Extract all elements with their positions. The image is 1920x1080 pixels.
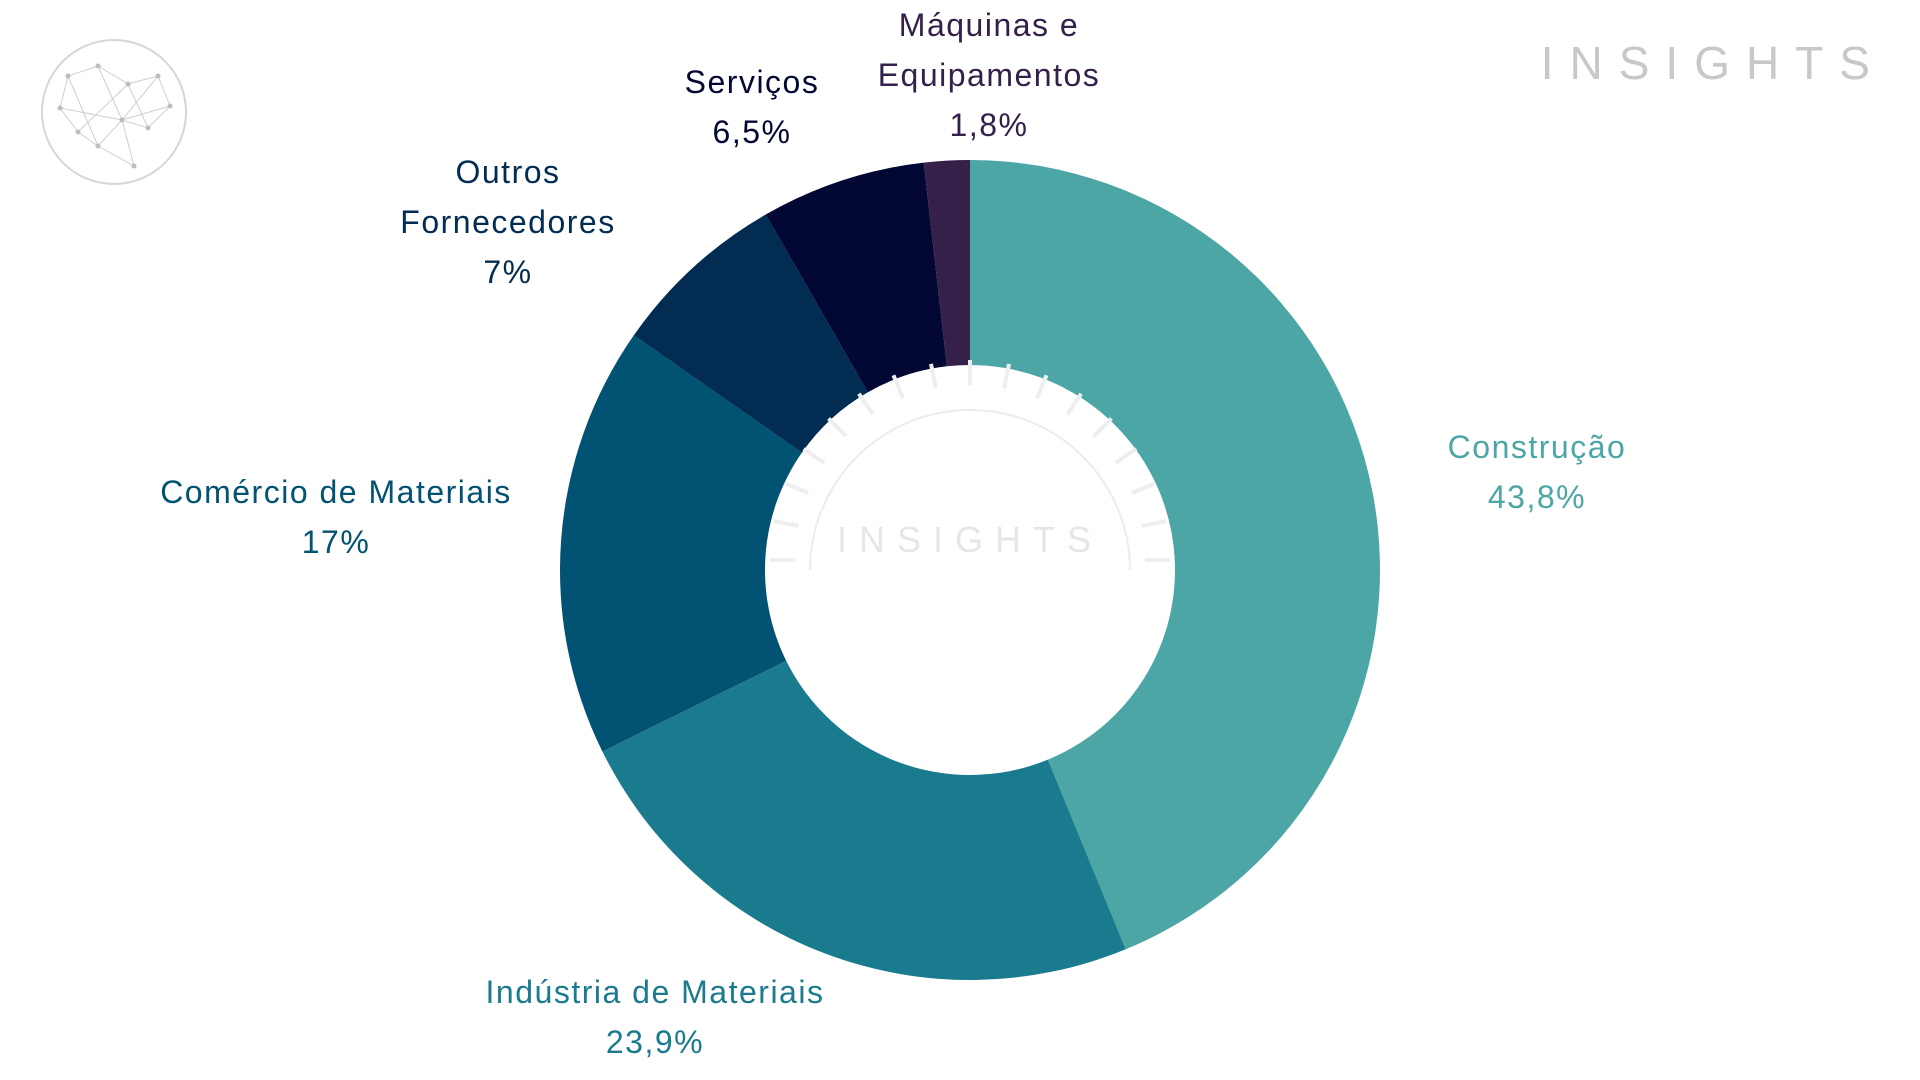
label-outros-name: Outros	[455, 154, 560, 190]
label-comercio-value: 17%	[302, 524, 371, 560]
label-outros: Outros Fornecedores 7%	[400, 154, 615, 290]
watermark-tick	[891, 374, 905, 400]
label-outros-name: Fornecedores	[400, 204, 615, 240]
slice-comercio	[560, 335, 802, 752]
watermark-tick	[1065, 392, 1083, 416]
label-maquinas: Máquinas e Equipamentos 1,8%	[878, 7, 1101, 143]
watermark-text: INSIGHTS	[837, 519, 1103, 560]
watermark-tick	[784, 481, 810, 495]
slice-labels: Construção 43,8% Indústria de Materiais 23,…	[160, 7, 1627, 1060]
center-watermark: INSIGHTS	[770, 360, 1170, 571]
watermark-tick	[802, 447, 826, 465]
label-comercio-name: Comércio de Materiais	[160, 474, 512, 510]
watermark-tick	[1002, 363, 1011, 389]
watermark-tick	[1092, 417, 1113, 438]
globe-network-icon	[41, 39, 187, 185]
label-comercio: Comércio de Materiais 17%	[160, 474, 512, 560]
watermark-tick	[827, 417, 848, 438]
slice-maquinas	[923, 160, 970, 367]
label-construcao: Construção 43,8%	[1448, 429, 1627, 515]
watermark-tick	[857, 392, 875, 416]
watermark-tick	[1035, 374, 1049, 400]
label-maquinas-value: 1,8%	[950, 107, 1029, 143]
label-industria-value: 23,9%	[606, 1024, 704, 1060]
label-industria-name: Indústria de Materiais	[486, 974, 825, 1010]
donut-slices	[560, 160, 1381, 980]
brand-wordmark: INSIGHTS	[1540, 37, 1886, 89]
label-outros-value: 7%	[483, 254, 532, 290]
label-construcao-name: Construção	[1448, 429, 1627, 465]
label-servicos: Serviços 6,5%	[685, 64, 820, 150]
watermark-tick	[1141, 519, 1167, 528]
watermark-tick	[1114, 447, 1138, 465]
label-servicos-value: 6,5%	[713, 114, 792, 150]
watermark-tick	[929, 363, 938, 389]
slice-industria	[602, 660, 1126, 980]
label-industria: Indústria de Materiais 23,9%	[486, 974, 825, 1060]
slice-construcao	[970, 160, 1381, 950]
slice-servicos	[765, 162, 947, 393]
watermark-tick	[1130, 481, 1156, 495]
slice-outros	[633, 214, 868, 453]
label-servicos-name: Serviços	[685, 64, 820, 100]
label-construcao-value: 43,8%	[1488, 479, 1586, 515]
label-maquinas-name: Equipamentos	[878, 57, 1101, 93]
label-maquinas-name: Máquinas e	[899, 7, 1079, 43]
watermark-tick	[773, 519, 799, 528]
